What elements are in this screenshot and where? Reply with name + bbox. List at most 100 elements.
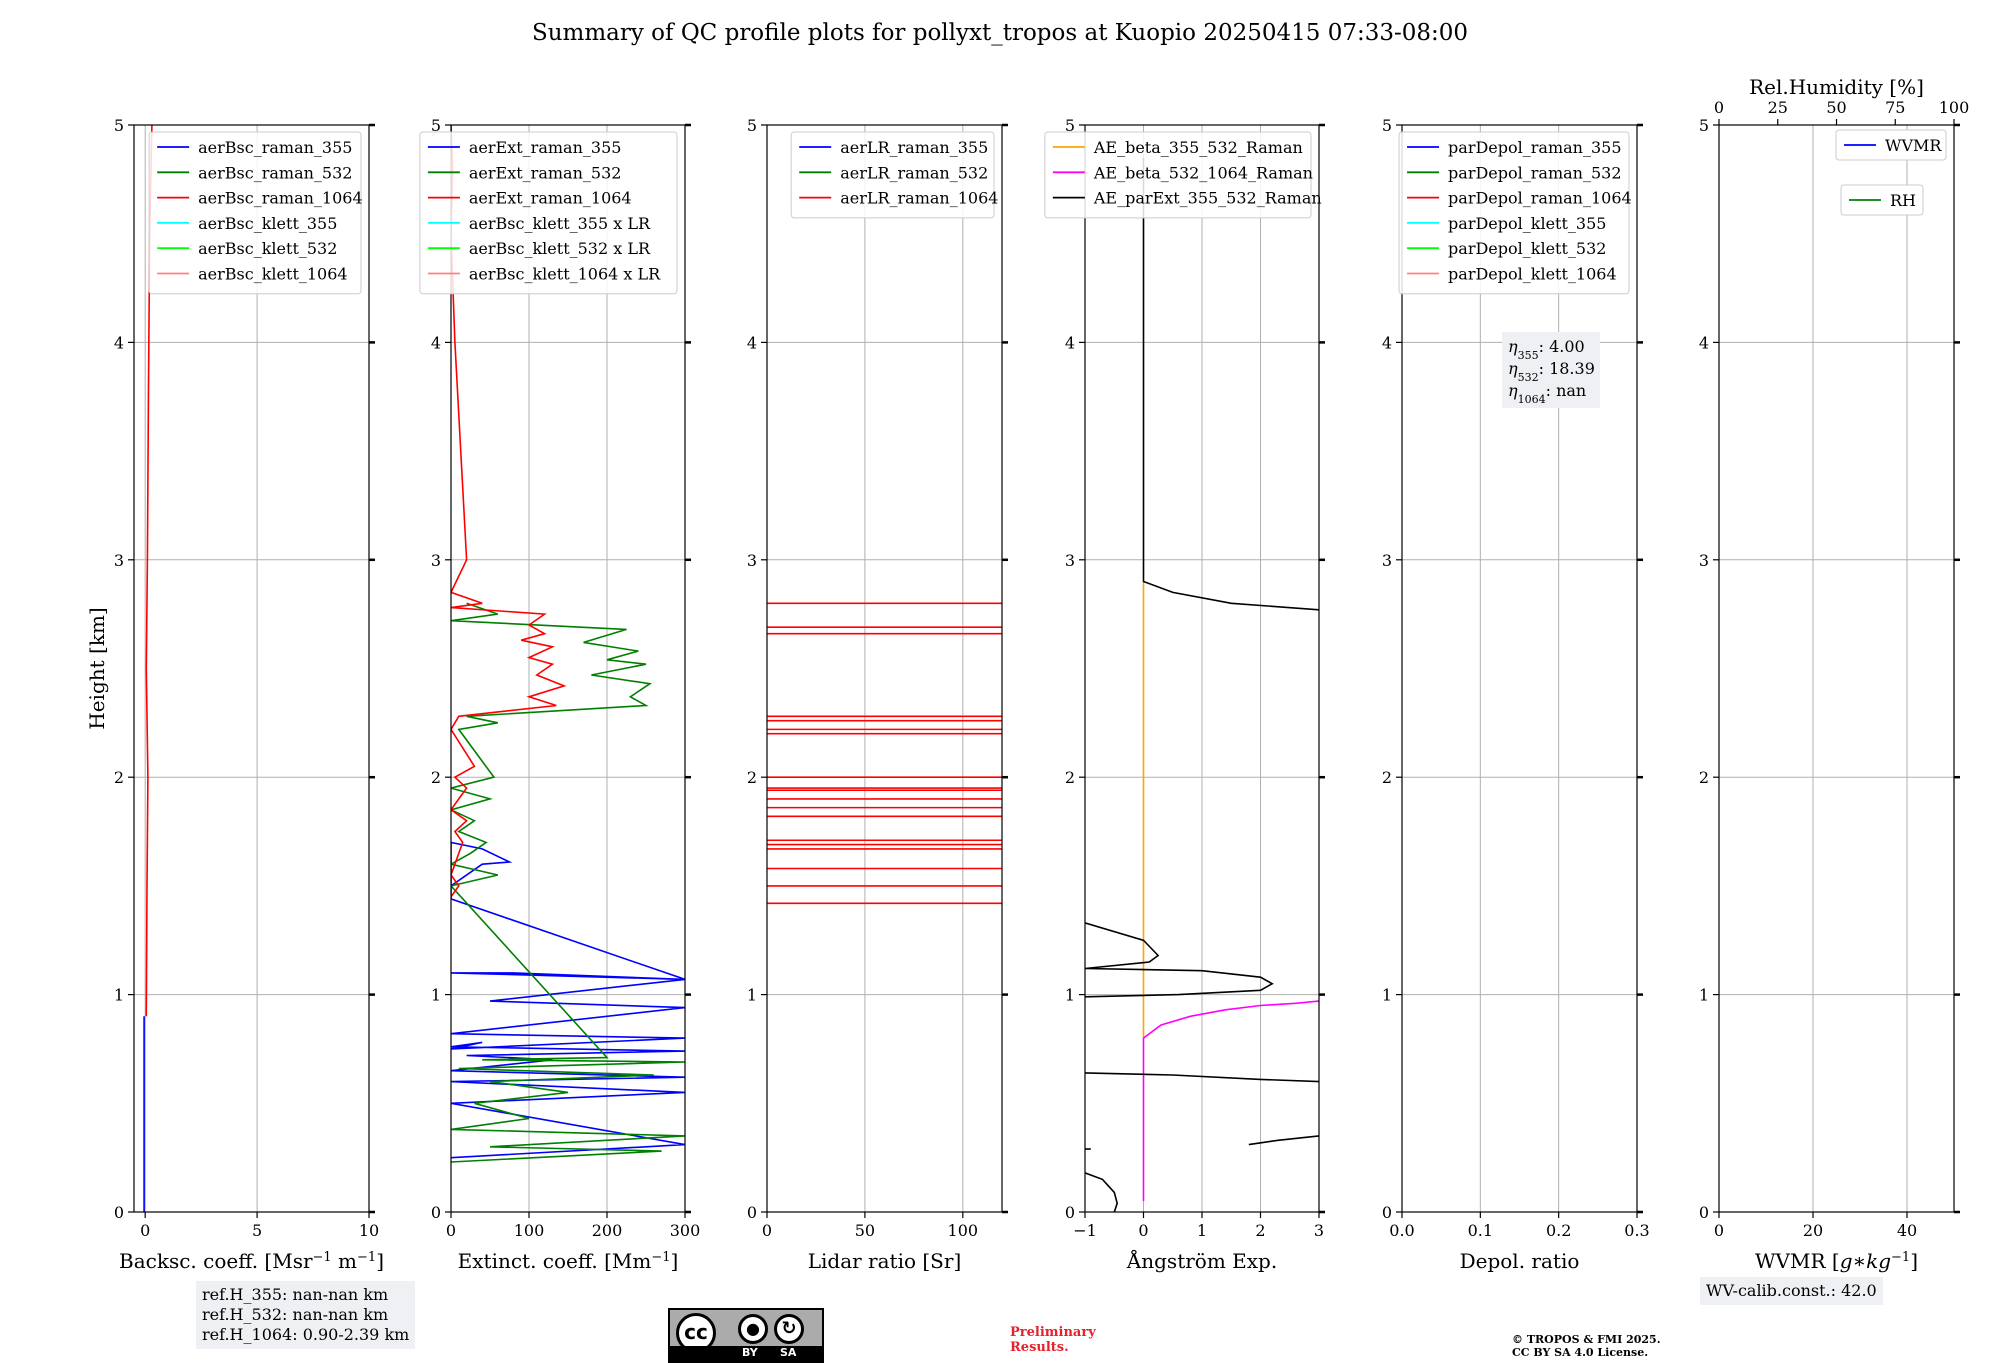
legend-label: aerLR_raman_355 (840, 138, 988, 157)
series-line-AE_parExt_355_532_Raman (3) (1248, 1135, 1319, 1146)
x-axis-label: Ångström Exp. (1126, 1248, 1277, 1273)
ref-h-355: ref.H_355: nan-nan km (202, 1285, 389, 1304)
legend-label: aerBsc_raman_532 (198, 163, 352, 182)
series-group (451, 125, 685, 1163)
legend-frame (419, 131, 678, 295)
legend-label: aerBsc_klett_532 x LR (469, 239, 651, 258)
legend-frame (1835, 129, 1947, 161)
axes-frame (1718, 124, 1955, 1213)
x-tick-label: 10 (359, 1221, 379, 1240)
y-tick-label: 3 (1065, 551, 1075, 570)
series-group (767, 602, 1002, 905)
y-tick-label: 2 (431, 768, 441, 787)
top-x-tick-label: 75 (1885, 98, 1905, 117)
y-tick-label: 1 (114, 986, 124, 1005)
legend-frame (1044, 131, 1312, 219)
legend: aerExt_raman_355 aerExt_raman_532 aerExt_r… (419, 131, 678, 295)
y-tick-label: 4 (747, 333, 757, 352)
x-axis-label-part: −1 (1891, 1250, 1910, 1265)
preliminary-line-2: Results. (1010, 1340, 1069, 1355)
y-tick-label: 1 (1382, 986, 1392, 1005)
y-tick-label: 3 (114, 551, 124, 570)
legend-label: aerLR_raman_1064 (840, 189, 998, 208)
y-tick-label: 1 (1699, 986, 1709, 1005)
x-tick-label: 5 (252, 1221, 262, 1240)
y-tick-label: 4 (431, 333, 441, 352)
y-tick-label: 2 (114, 768, 124, 787)
series-line-AE_beta_532_1064_Raman (1142, 1000, 1319, 1202)
x-tick-label: 0.3 (1624, 1221, 1649, 1240)
y-tick-label: 0 (431, 1203, 441, 1222)
x-axis-label-part: ] (376, 1249, 384, 1273)
legend-label: aerBsc_klett_355 x LR (469, 214, 651, 233)
reference-height-box: ref.H_355: nan-nan km ref.H_532: nan-nan… (196, 1281, 416, 1349)
x-axis-label-part: Lidar ratio [Sr] (808, 1249, 962, 1273)
x-axis-label-part: Ångström Exp. (1126, 1248, 1277, 1273)
wv-calib-box: WV-calib.const.: 42.0 (1700, 1277, 1883, 1305)
x-tick-label: 3 (1314, 1221, 1324, 1240)
copyright-note: © TROPOS & FMI 2025. CC BY SA 4.0 Licens… (1512, 1333, 1661, 1359)
cc-license-logo: cc ● ↻ BY SA (668, 1308, 824, 1363)
x-tick-label: −1 (1073, 1221, 1097, 1240)
eta-symbol: η (1508, 381, 1518, 400)
y-tick-label: 5 (1699, 116, 1709, 135)
series-group (1085, 157, 1319, 1212)
legend: aerLR_raman_355 aerLR_raman_532 aerLR_rama… (790, 131, 998, 219)
y-tick-label: 4 (1699, 333, 1709, 352)
legend-label: aerBsc_klett_532 (198, 239, 337, 258)
legend-label: parDepol_raman_1064 (1448, 189, 1632, 208)
x-axis-label-part: g∗kg (1840, 1249, 1891, 1273)
y-tick-label: 5 (747, 116, 757, 135)
legend-label: AE_beta_355_532_Raman (1093, 138, 1303, 157)
x-axis-label: WVMR [g∗kg−1] (1755, 1249, 1918, 1273)
x-axis-label-part: −1 (651, 1250, 670, 1265)
legend-label: AE_beta_532_1064_Raman (1093, 163, 1313, 182)
y-tick-label: 3 (1699, 551, 1709, 570)
ref-h-532: ref.H_532: nan-nan km (202, 1305, 389, 1324)
eta-line: η355: 4.00 (1508, 337, 1585, 362)
eta-subscript: 532 (1518, 371, 1539, 384)
legend-label: aerExt_raman_1064 (469, 189, 632, 208)
x-tick-label: 1 (1197, 1221, 1207, 1240)
x-tick-label: 50 (855, 1221, 875, 1240)
y-tick-label: 2 (747, 768, 757, 787)
y-tick-label: 1 (1065, 986, 1075, 1005)
axes-frame (133, 124, 370, 1213)
eta-box (1502, 332, 1600, 408)
x-tick-label: 0.1 (1468, 1221, 1493, 1240)
y-tick-label: 3 (431, 551, 441, 570)
top-x-axis-label: Rel.Humidity [%] (1749, 75, 1924, 99)
preliminary-line-1: Preliminary (1010, 1325, 1096, 1340)
legend-frame (1840, 184, 1924, 216)
legend-label: aerExt_raman_355 (469, 138, 622, 157)
series-line-aerExt_raman_532 (451, 602, 685, 1163)
series-line-AE_parExt_355_532_Raman (1085, 1172, 1119, 1212)
series-line-aerExt_raman_1064 (451, 125, 567, 898)
y-tick-label: 0 (1382, 1203, 1392, 1222)
y-tick-label: 0 (747, 1203, 757, 1222)
x-tick-label: 0 (1714, 1221, 1724, 1240)
legend-label: aerExt_raman_532 (469, 163, 622, 182)
series-line-aerExt_raman_355 (451, 841, 685, 1159)
eta-symbol: η (1508, 359, 1518, 378)
series-line-AE_parExt_355_532_Raman (5) (1085, 922, 1274, 998)
y-tick-label: 0 (114, 1203, 124, 1222)
legend-label: parDepol_raman_532 (1448, 163, 1621, 182)
legend-label: aerLR_raman_532 (840, 163, 988, 182)
x-tick-label: 200 (592, 1221, 623, 1240)
x-axis-label-part: WVMR [ (1755, 1249, 1840, 1273)
y-tick-label: 2 (1382, 768, 1392, 787)
top-x-tick-label: 50 (1826, 98, 1846, 117)
cc-sa-label: SA (780, 1346, 797, 1359)
y-tick-label: 5 (114, 116, 124, 135)
x-tick-label: 0 (762, 1221, 772, 1240)
top-x-tick-label: 25 (1768, 98, 1788, 117)
axes-frame (766, 124, 1003, 1213)
legend-label: aerBsc_klett_1064 (198, 265, 347, 284)
cc-sa-arrow-icon: ↻ (774, 1314, 804, 1344)
x-axis-label-part: ] (1910, 1249, 1918, 1273)
x-tick-label: 0.2 (1546, 1221, 1571, 1240)
axes-frame (1401, 124, 1638, 1213)
